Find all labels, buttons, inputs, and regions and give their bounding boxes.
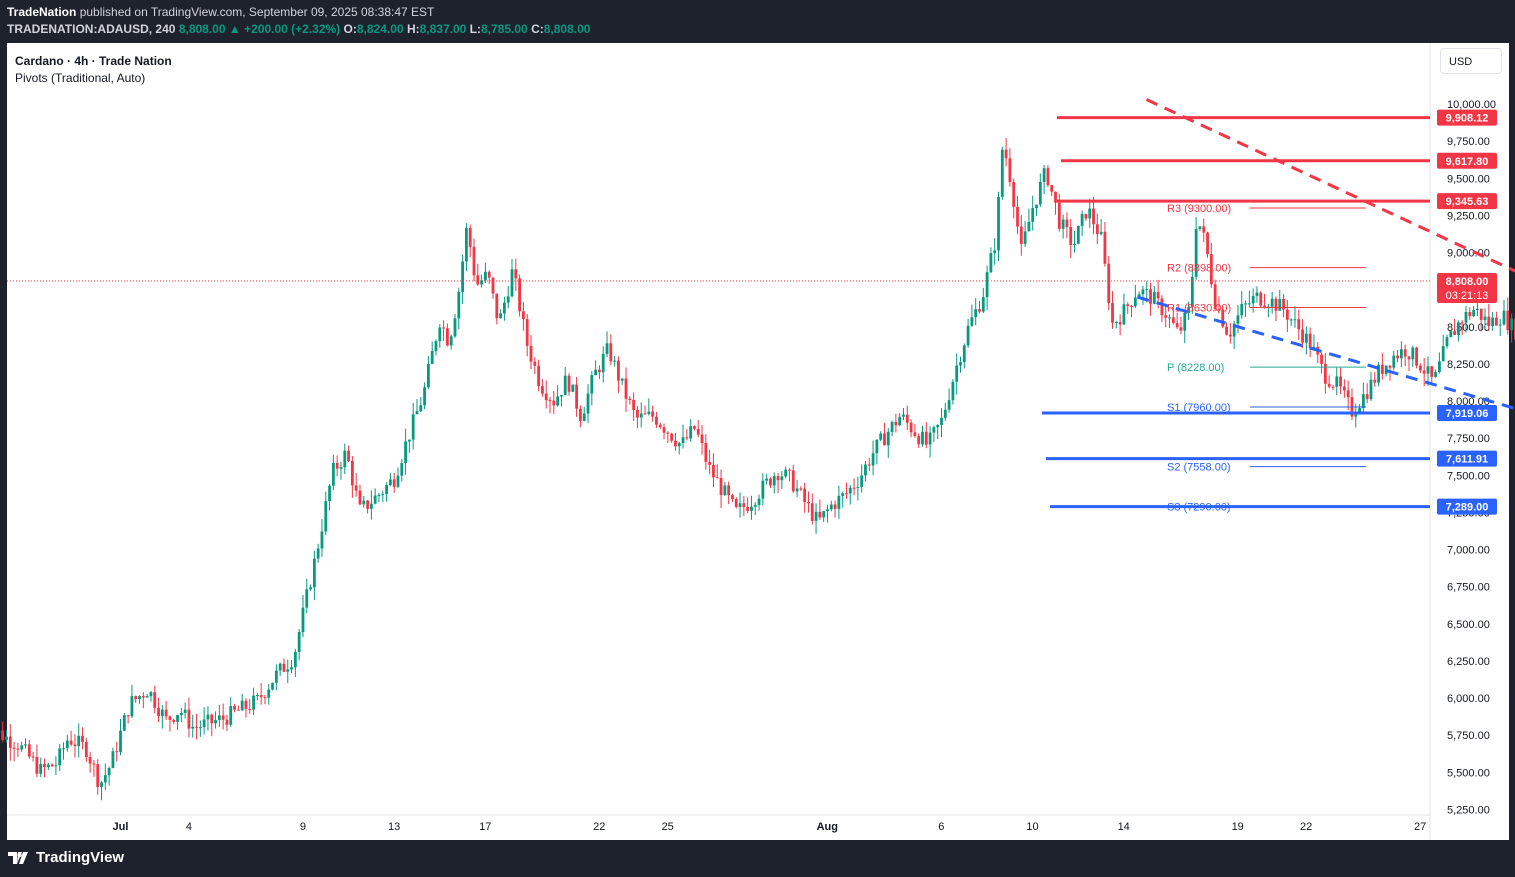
tradingview-logo-icon: [8, 851, 28, 864]
symbol-label[interactable]: TRADENATION:ADAUSD, 240: [7, 22, 176, 36]
publish-info: TradeNation published on TradingView.com…: [7, 5, 434, 19]
high-label: H:: [406, 22, 420, 36]
low-value: 8,785.00: [481, 22, 528, 36]
footer: [0, 842, 1515, 877]
ohlc-line: TRADENATION:ADAUSD, 240 8,808.00 ▲ +200.…: [7, 22, 590, 36]
currency-button[interactable]: USD: [1440, 48, 1502, 74]
chart-title: Cardano · 4h · Trade Nation: [15, 54, 172, 68]
chart-pane[interactable]: [7, 43, 1509, 840]
low-label: L:: [469, 22, 481, 36]
up-triangle-icon: ▲: [228, 22, 241, 36]
brand-name: TradingView: [36, 849, 125, 866]
published-text: published on TradingView.com, September …: [79, 5, 435, 19]
candle-body: [1510, 318, 1514, 331]
high-value: 8,837.00: [419, 22, 467, 36]
close-value: 8,808.00: [543, 22, 591, 36]
open-label: O:: [343, 22, 357, 36]
indicator-label[interactable]: Pivots (Traditional, Auto): [15, 71, 146, 85]
publisher-name[interactable]: TradeNation: [7, 5, 77, 19]
tradingview-logo[interactable]: TradingView: [8, 849, 124, 866]
last-price-header: 8,808.00: [178, 22, 226, 36]
open-value: 8,824.00: [356, 22, 404, 36]
top-bar: TradeNation published on TradingView.com…: [0, 0, 1515, 42]
change-value: +200.00 (+2.32%): [244, 22, 341, 36]
candle-body: [1, 730, 5, 741]
close-label: C:: [531, 22, 544, 36]
chart-legend[interactable]: Cardano · 4h · Trade Nation Pivots (Trad…: [15, 53, 172, 87]
